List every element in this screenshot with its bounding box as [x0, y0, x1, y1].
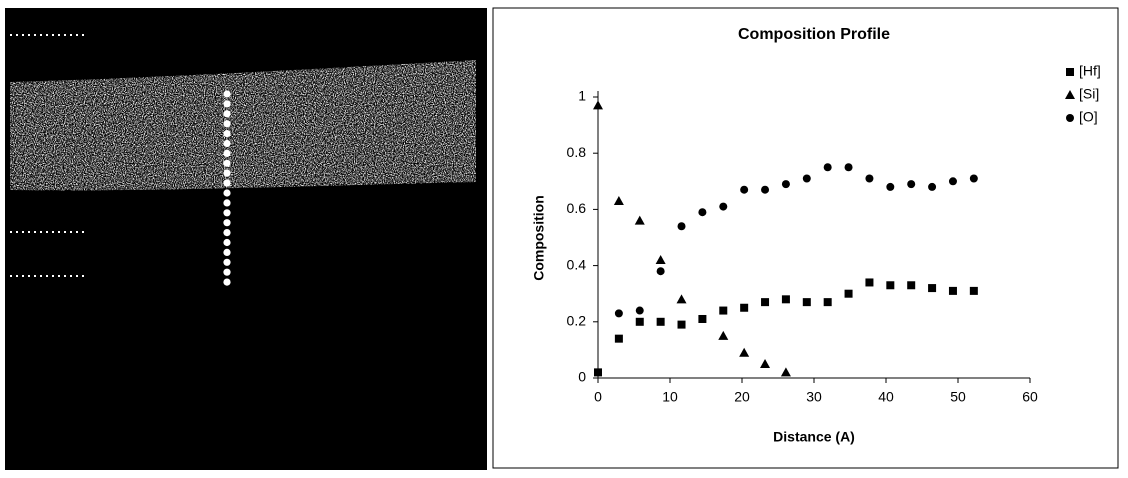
plot: 00.20.40.60.810 10 20 30 40 50 60[Hf][Si][O] — [567, 63, 1101, 405]
legend-label: [O] — [1079, 109, 1098, 125]
data-point — [907, 281, 916, 290]
data-point — [677, 222, 686, 231]
data-point — [969, 286, 978, 295]
data-point — [948, 177, 957, 186]
probe-point — [223, 169, 231, 177]
data-point — [969, 174, 978, 183]
probe-point — [223, 159, 231, 167]
data-point — [614, 334, 623, 343]
data-point — [907, 180, 916, 189]
probe-point — [223, 209, 231, 217]
x-tick-label: 40 — [878, 389, 894, 405]
data-point — [928, 182, 937, 191]
data-point — [719, 306, 728, 315]
probe-point — [223, 248, 231, 256]
probe-point — [223, 130, 231, 138]
data-point — [948, 286, 957, 295]
data-point — [676, 294, 687, 304]
micrograph — [5, 8, 487, 470]
data-point — [698, 314, 707, 323]
data-point — [802, 174, 811, 183]
data-point — [656, 317, 665, 326]
data-point — [594, 368, 602, 377]
probe-point — [223, 238, 231, 247]
data-point — [802, 298, 811, 307]
y-tick-label: 0.2 — [567, 313, 587, 329]
data-point — [718, 330, 729, 340]
probe-points — [223, 90, 231, 286]
data-point — [844, 163, 853, 172]
x-tick-label: 30 — [806, 389, 822, 405]
data-point — [740, 185, 749, 194]
data-point — [823, 298, 832, 307]
data-point — [761, 185, 770, 194]
chart-title: Composition Profile — [738, 26, 890, 43]
data-point — [886, 281, 895, 290]
legend-marker — [1066, 68, 1074, 76]
probe-point — [223, 199, 231, 207]
y-tick-label: 0.6 — [567, 200, 587, 216]
data-point — [614, 309, 623, 318]
x-tick-label: 0 — [594, 389, 602, 405]
data-point — [844, 289, 853, 298]
data-point — [740, 303, 749, 312]
data-point — [823, 163, 832, 172]
data-point — [635, 317, 644, 326]
y-tick-label: 0.4 — [567, 256, 587, 272]
probe-point — [223, 179, 231, 187]
data-point — [865, 174, 874, 183]
x-tick-label: 60 — [1022, 389, 1038, 405]
data-point — [739, 347, 750, 357]
probe-point — [223, 120, 231, 128]
data-point — [613, 195, 624, 205]
probe-point — [223, 189, 231, 197]
data-point — [781, 180, 790, 189]
probe-point — [223, 278, 231, 286]
x-axis-label: Distance (A) — [773, 429, 855, 445]
probe-point — [223, 229, 231, 237]
data-point — [634, 215, 645, 225]
data-point — [928, 284, 937, 293]
data-point — [635, 306, 644, 315]
data-point — [655, 254, 666, 264]
probe-point — [223, 219, 231, 227]
y-axis-label: Composition — [531, 195, 547, 281]
y-tick-label: 0 — [578, 369, 586, 385]
data-point — [656, 267, 665, 276]
data-point — [698, 208, 707, 217]
y-tick-label: 0.8 — [567, 144, 587, 160]
data-point — [761, 298, 770, 307]
chart-frame — [492, 7, 1119, 469]
data-point — [886, 182, 895, 191]
data-point — [780, 367, 791, 377]
data-point — [593, 100, 603, 110]
probe-point — [223, 100, 231, 108]
probe-point — [223, 90, 231, 98]
probe-point — [223, 149, 231, 157]
legend-label: [Si] — [1079, 86, 1099, 102]
data-point — [781, 295, 790, 304]
probe-point — [223, 110, 231, 118]
data-point — [719, 202, 728, 211]
data-point — [677, 320, 686, 329]
legend-marker — [1065, 90, 1075, 99]
x-tick-label: 10 — [662, 389, 678, 405]
x-tick-label: 50 — [950, 389, 966, 405]
film-layer — [10, 60, 476, 191]
probe-point — [223, 268, 231, 276]
legend-marker — [1066, 114, 1074, 122]
probe-point — [223, 139, 231, 148]
data-point — [865, 278, 874, 287]
probe-point — [223, 258, 231, 266]
legend-label: [Hf] — [1079, 63, 1101, 79]
y-tick-label: 1 — [578, 88, 586, 104]
data-point — [760, 358, 771, 368]
x-tick-label: 20 — [734, 389, 750, 405]
